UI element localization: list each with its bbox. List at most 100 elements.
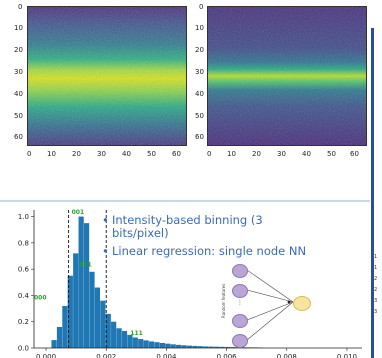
heatmap-left xyxy=(27,6,187,146)
x-tick: 0 xyxy=(27,150,32,158)
histogram-bar xyxy=(230,347,236,348)
bullet-2: • Linear regression: single node NN xyxy=(102,245,342,258)
x-tick-label: 0.004 xyxy=(156,353,177,358)
y-tick: 60 xyxy=(195,133,204,141)
histogram-chart: 0.0 0.2 0.4 0.6 0.8 1.0 0.000 0.002 0.004 0.006 0.… xyxy=(18,209,362,358)
histogram-bar xyxy=(121,330,128,348)
bullet-dot: • xyxy=(102,244,109,258)
y-tick: 20 xyxy=(195,46,204,54)
side-tick: 1 xyxy=(374,265,378,271)
histogram-bar xyxy=(83,223,90,348)
x-tick: 60 xyxy=(350,150,359,158)
y-tick: 0 xyxy=(18,3,23,11)
y-tick: 0 xyxy=(199,3,204,11)
histogram-bar xyxy=(181,345,187,348)
side-tick: 1 xyxy=(374,254,378,260)
nn-feature-label: Random features xyxy=(221,283,226,318)
histogram-bar xyxy=(176,344,182,348)
histogram-bar xyxy=(78,216,84,348)
histogram-bar xyxy=(94,287,101,348)
y-tick: 50 xyxy=(195,112,204,120)
y-tick-label: 0.2 xyxy=(18,318,29,326)
x-tick: 50 xyxy=(327,150,336,158)
y-tick: 20 xyxy=(14,46,23,54)
x-tick: 0 xyxy=(207,150,212,158)
x-tick: 30 xyxy=(97,150,106,158)
side-tick: 3 xyxy=(374,309,378,315)
histogram-bar xyxy=(73,253,79,348)
histogram-bar xyxy=(100,300,106,348)
x-tick-label: 0.006 xyxy=(217,353,238,358)
nn-ellipsis: ⋮ xyxy=(237,299,243,306)
y-tick-label: 0.8 xyxy=(18,239,29,247)
bullet-1-text: Intensity-based binning (3 bits/pixel) xyxy=(112,213,263,240)
y-tick: 50 xyxy=(14,112,23,120)
side-tick: 3 xyxy=(374,298,378,304)
x-tick: 40 xyxy=(122,150,131,158)
bullet-1: • Intensity-based binning (3 bits/pixel) xyxy=(102,214,282,240)
histogram-bar xyxy=(62,305,68,348)
histogram-bar xyxy=(138,339,144,348)
nn-input-node xyxy=(232,334,248,348)
y-tick-label: 0.0 xyxy=(18,345,29,353)
histogram-bar xyxy=(148,341,155,348)
histogram-bar xyxy=(154,342,160,348)
y-tick: 40 xyxy=(14,90,23,98)
x-tick: 60 xyxy=(172,150,181,158)
x-tick-label: 0.002 xyxy=(96,353,116,358)
heatmap-right-panel: 0 10 20 30 40 50 60 0 10 20 30 40 50 60 xyxy=(190,0,370,200)
y-tick: 30 xyxy=(14,68,23,76)
x-tick: 20 xyxy=(72,150,81,158)
histogram-bar xyxy=(219,346,225,348)
x-tick-label: 0.008 xyxy=(277,353,297,358)
bullet-dot: • xyxy=(102,213,109,227)
histogram-bar xyxy=(111,321,117,348)
histogram-bar xyxy=(170,344,176,348)
histogram-bar xyxy=(213,346,220,348)
section-divider xyxy=(0,200,370,202)
histogram-bar xyxy=(132,337,138,348)
histogram-bar xyxy=(224,346,230,348)
bullet-2-text: Linear regression: single node NN xyxy=(112,244,307,258)
neural-net-diagram: ⋮ Random features xyxy=(215,262,325,358)
x-tick: 50 xyxy=(147,150,156,158)
histogram-bar xyxy=(89,271,95,348)
y-tick: 60 xyxy=(14,133,23,141)
nn-edges xyxy=(246,269,294,341)
nn-input-node xyxy=(232,264,248,278)
histogram-bar xyxy=(51,340,57,348)
bin-annotation: 001 xyxy=(72,209,85,216)
x-tick-label: 0.010 xyxy=(337,353,357,358)
heatmap-right xyxy=(207,6,367,146)
histogram-bar xyxy=(56,326,63,348)
histogram-bar xyxy=(186,345,193,348)
nn-input-node xyxy=(232,314,248,328)
bin-annotation: 000 xyxy=(34,294,47,301)
bin-annotation: 011 xyxy=(79,262,92,269)
histogram-bar xyxy=(105,313,111,348)
sidebar-accent-bar xyxy=(371,28,374,358)
histogram-bar xyxy=(159,343,165,348)
bin-annotation: 111 xyxy=(130,330,143,337)
x-tick-label: 0.000 xyxy=(36,353,56,358)
histogram-bar xyxy=(127,334,133,348)
x-tick: 30 xyxy=(277,150,286,158)
histogram-bar xyxy=(67,275,73,348)
y-tick-label: 0.6 xyxy=(18,266,30,274)
side-tick: 2 xyxy=(374,276,378,282)
y-tick: 40 xyxy=(195,90,204,98)
x-tick: 10 xyxy=(47,150,56,158)
histogram-bar xyxy=(203,346,209,348)
side-tick: 2 xyxy=(374,287,378,293)
y-tick-label: 0.4 xyxy=(18,292,30,300)
histogram-bar xyxy=(143,340,149,348)
y-tick: 10 xyxy=(195,24,204,32)
x-tick: 10 xyxy=(227,150,236,158)
histogram-bar xyxy=(197,346,203,348)
x-tick: 40 xyxy=(302,150,311,158)
nn-output-node xyxy=(293,296,311,311)
heatmap-left-panel: 0 10 20 30 40 50 60 0 10 20 30 40 50 60 xyxy=(0,0,190,200)
histogram-bar xyxy=(192,345,198,348)
nn-input-node xyxy=(232,284,248,298)
y-tick: 30 xyxy=(195,68,204,76)
